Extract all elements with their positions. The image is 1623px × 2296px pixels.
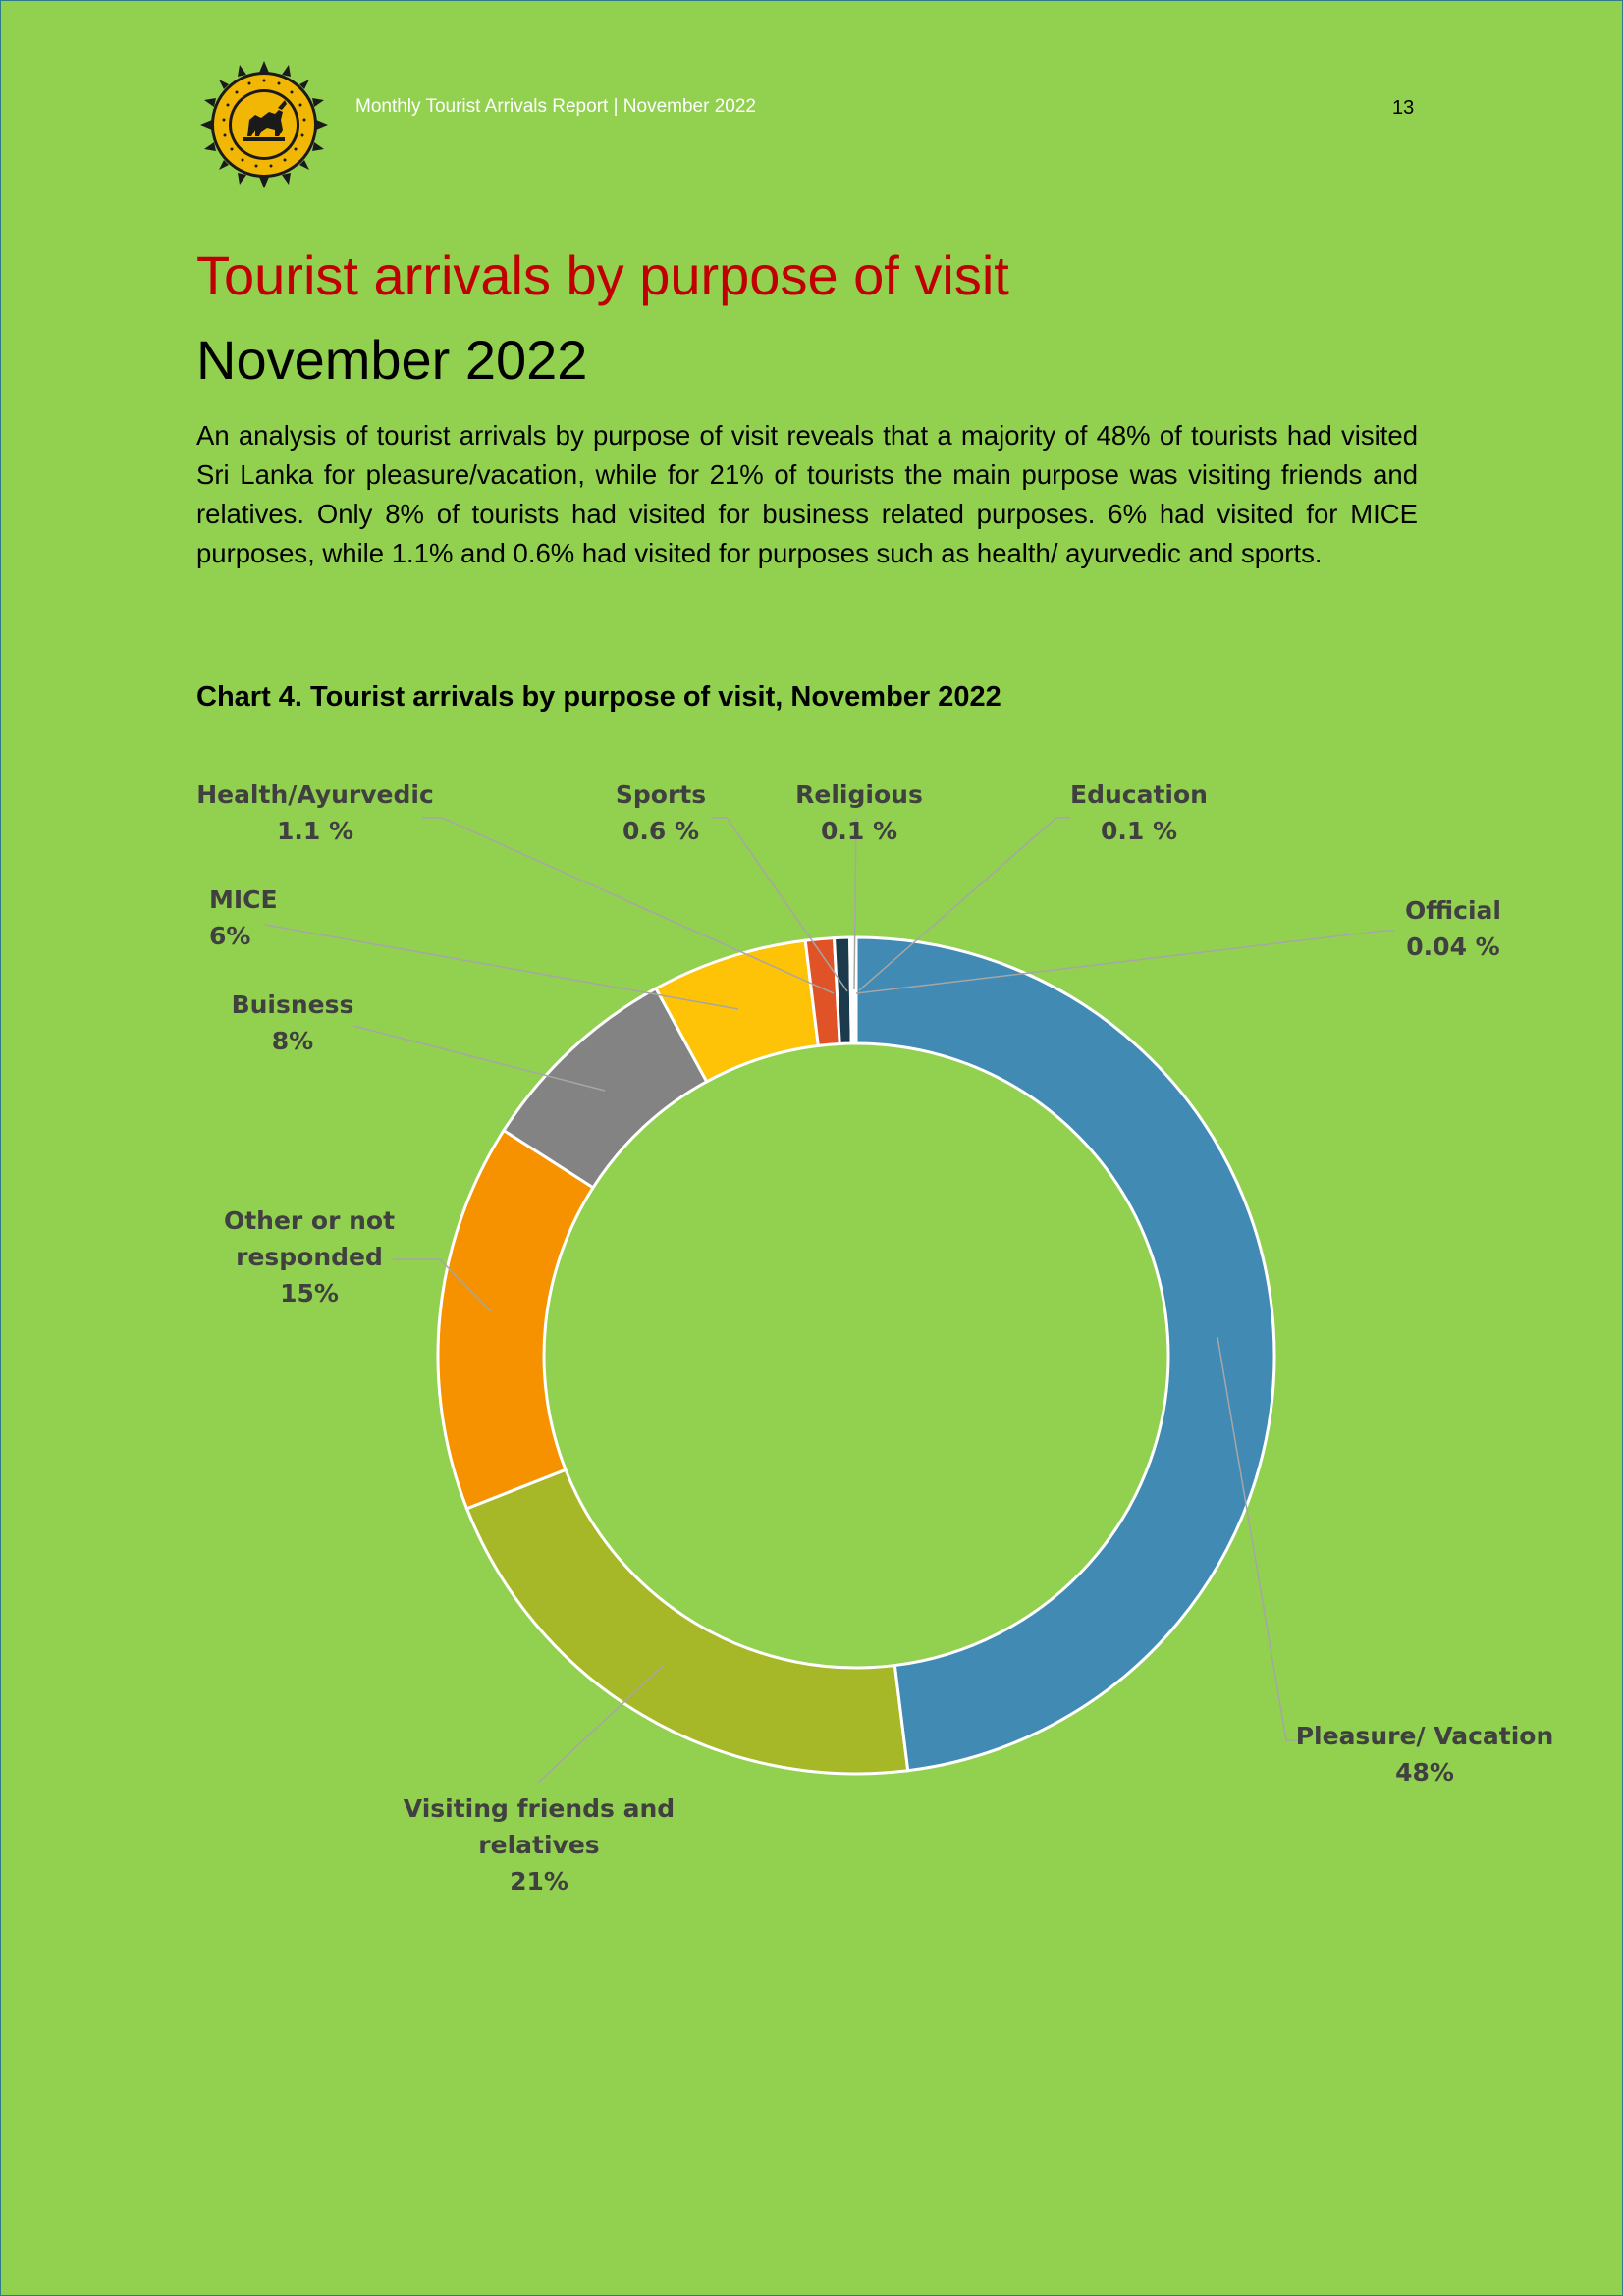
leader-line <box>352 1025 606 1092</box>
slice-pleasure-vacation <box>854 935 1276 1773</box>
data-label: Other or not responded 15% <box>224 1206 395 1308</box>
lion-emblem-icon <box>200 61 328 188</box>
leader-line <box>422 817 835 994</box>
data-label: Sports 0.6 % <box>616 780 706 845</box>
leader-line <box>712 817 848 992</box>
data-label: Official 0.04 % <box>1405 896 1501 961</box>
leader-line <box>264 924 739 1010</box>
data-label: Visiting friends and relatives 21% <box>404 1794 675 1896</box>
data-label: Education 0.1 % <box>1070 780 1208 845</box>
data-label: Health/Ayurvedic 1.1 % <box>196 780 434 845</box>
leader-line <box>855 930 1394 994</box>
slice-other-or-not-responded <box>436 1128 596 1511</box>
leader-line <box>853 817 857 990</box>
page-number: 13 <box>1392 97 1415 119</box>
page-subtitle: November 2022 <box>196 329 588 391</box>
data-label: Pleasure/ Vacation 48% <box>1296 1722 1554 1787</box>
leader-line <box>537 1665 664 1784</box>
leader-line <box>1217 1336 1301 1741</box>
page-title: Tourist arrivals by purpose of visit <box>196 244 1009 306</box>
intro-paragraph: An analysis of tourist arrivals by purpo… <box>196 420 1418 568</box>
chart-caption: Chart 4. Tourist arrivals by purpose of … <box>196 681 1001 713</box>
data-label: Buisness 8% <box>232 990 354 1055</box>
leader-line <box>858 817 1070 991</box>
leader-line <box>393 1258 492 1312</box>
data-label: MICE 6% <box>209 885 278 950</box>
slice-visiting-friends-and-relatives <box>464 1468 910 1776</box>
data-label: Religious 0.1 % <box>795 780 923 845</box>
report-header-title: Monthly Tourist Arrivals Report | Novemb… <box>355 96 756 117</box>
